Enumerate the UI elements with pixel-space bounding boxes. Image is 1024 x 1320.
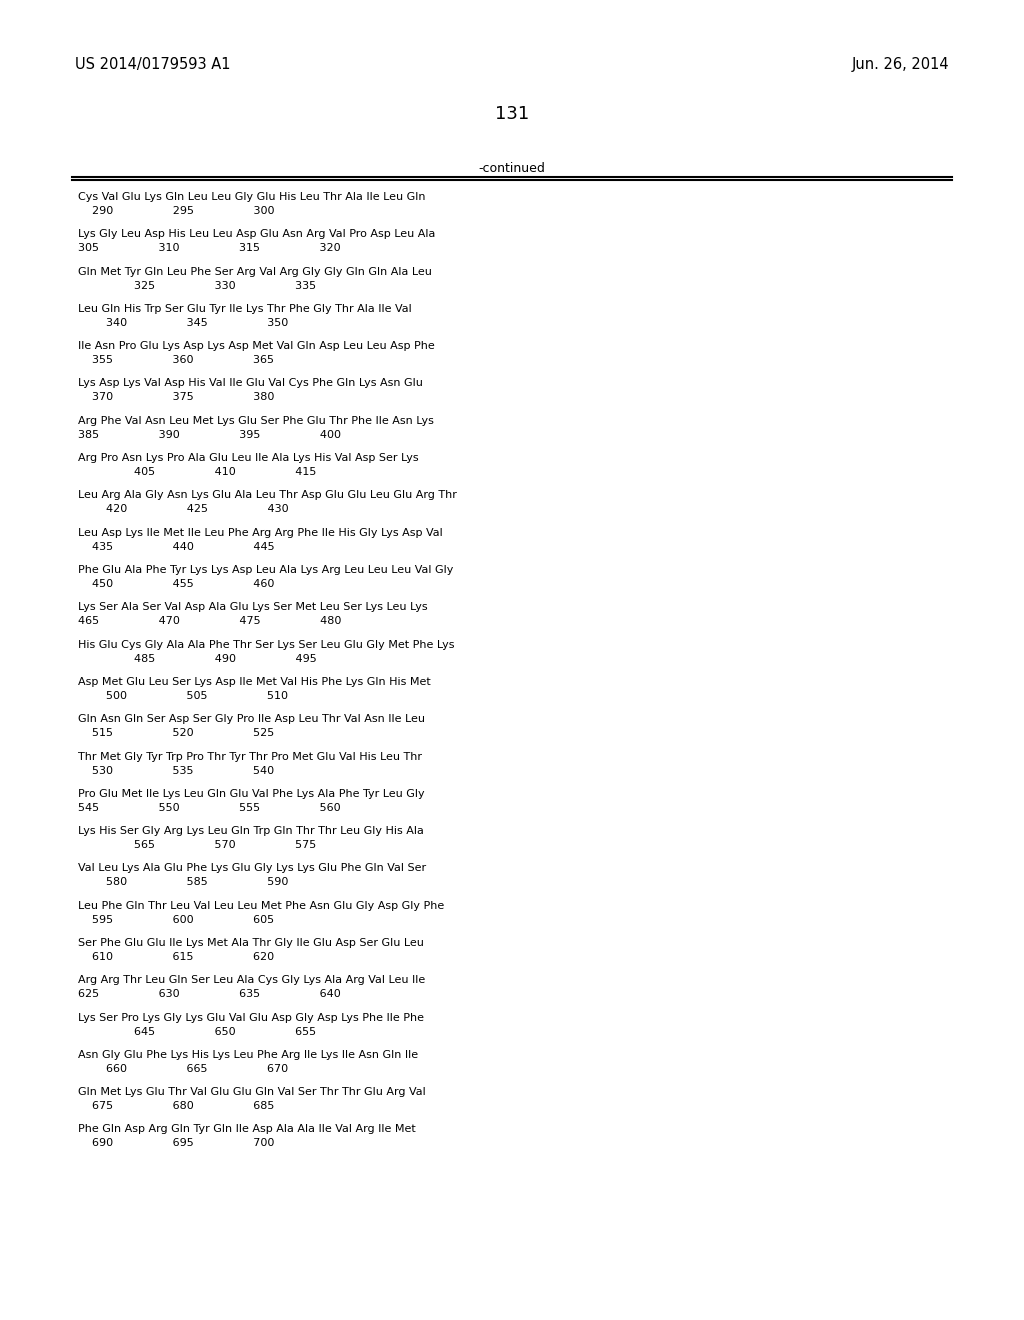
Text: 370                 375                 380: 370 375 380 — [78, 392, 274, 403]
Text: 305                 310                 315                 320: 305 310 315 320 — [78, 243, 341, 253]
Text: Leu Asp Lys Ile Met Ile Leu Phe Arg Arg Phe Ile His Gly Lys Asp Val: Leu Asp Lys Ile Met Ile Leu Phe Arg Arg … — [78, 528, 442, 537]
Text: 625                 630                 635                 640: 625 630 635 640 — [78, 989, 341, 999]
Text: Ile Asn Pro Glu Lys Asp Lys Asp Met Val Gln Asp Leu Leu Asp Phe: Ile Asn Pro Glu Lys Asp Lys Asp Met Val … — [78, 341, 435, 351]
Text: Gln Asn Gln Ser Asp Ser Gly Pro Ile Asp Leu Thr Val Asn Ile Leu: Gln Asn Gln Ser Asp Ser Gly Pro Ile Asp … — [78, 714, 425, 725]
Text: Val Leu Lys Ala Glu Phe Lys Glu Gly Lys Lys Glu Phe Gln Val Ser: Val Leu Lys Ala Glu Phe Lys Glu Gly Lys … — [78, 863, 426, 874]
Text: 595                 600                 605: 595 600 605 — [78, 915, 274, 925]
Text: 290                 295                 300: 290 295 300 — [78, 206, 274, 216]
Text: 545                 550                 555                 560: 545 550 555 560 — [78, 803, 341, 813]
Text: Gln Met Lys Glu Thr Val Glu Glu Gln Val Ser Thr Thr Glu Arg Val: Gln Met Lys Glu Thr Val Glu Glu Gln Val … — [78, 1088, 426, 1097]
Text: Asp Met Glu Leu Ser Lys Asp Ile Met Val His Phe Lys Gln His Met: Asp Met Glu Leu Ser Lys Asp Ile Met Val … — [78, 677, 431, 686]
Text: 645                 650                 655: 645 650 655 — [78, 1027, 316, 1036]
Text: Cys Val Glu Lys Gln Leu Leu Gly Glu His Leu Thr Ala Ile Leu Gln: Cys Val Glu Lys Gln Leu Leu Gly Glu His … — [78, 191, 426, 202]
Text: 515                 520                 525: 515 520 525 — [78, 729, 274, 738]
Text: Gln Met Tyr Gln Leu Phe Ser Arg Val Arg Gly Gly Gln Gln Ala Leu: Gln Met Tyr Gln Leu Phe Ser Arg Val Arg … — [78, 267, 432, 277]
Text: 420                 425                 430: 420 425 430 — [78, 504, 289, 515]
Text: 325                 330                 335: 325 330 335 — [78, 281, 316, 290]
Text: 405                 410                 415: 405 410 415 — [78, 467, 316, 477]
Text: Leu Phe Gln Thr Leu Val Leu Leu Met Phe Asn Glu Gly Asp Gly Phe: Leu Phe Gln Thr Leu Val Leu Leu Met Phe … — [78, 900, 444, 911]
Text: Leu Arg Ala Gly Asn Lys Glu Ala Leu Thr Asp Glu Glu Leu Glu Arg Thr: Leu Arg Ala Gly Asn Lys Glu Ala Leu Thr … — [78, 491, 457, 500]
Text: His Glu Cys Gly Ala Ala Phe Thr Ser Lys Ser Leu Glu Gly Met Phe Lys: His Glu Cys Gly Ala Ala Phe Thr Ser Lys … — [78, 640, 455, 649]
Text: 690                 695                 700: 690 695 700 — [78, 1138, 274, 1148]
Text: 131: 131 — [495, 106, 529, 123]
Text: Ser Phe Glu Glu Ile Lys Met Ala Thr Gly Ile Glu Asp Ser Glu Leu: Ser Phe Glu Glu Ile Lys Met Ala Thr Gly … — [78, 939, 424, 948]
Text: Lys Asp Lys Val Asp His Val Ile Glu Val Cys Phe Gln Lys Asn Glu: Lys Asp Lys Val Asp His Val Ile Glu Val … — [78, 379, 423, 388]
Text: 485                 490                 495: 485 490 495 — [78, 653, 316, 664]
Text: 385                 390                 395                 400: 385 390 395 400 — [78, 430, 341, 440]
Text: Phe Glu Ala Phe Tyr Lys Lys Asp Leu Ala Lys Arg Leu Leu Leu Val Gly: Phe Glu Ala Phe Tyr Lys Lys Asp Leu Ala … — [78, 565, 454, 576]
Text: Arg Phe Val Asn Leu Met Lys Glu Ser Phe Glu Thr Phe Ile Asn Lys: Arg Phe Val Asn Leu Met Lys Glu Ser Phe … — [78, 416, 434, 426]
Text: Leu Gln His Trp Ser Glu Tyr Ile Lys Thr Phe Gly Thr Ala Ile Val: Leu Gln His Trp Ser Glu Tyr Ile Lys Thr … — [78, 304, 412, 314]
Text: Arg Pro Asn Lys Pro Ala Glu Leu Ile Ala Lys His Val Asp Ser Lys: Arg Pro Asn Lys Pro Ala Glu Leu Ile Ala … — [78, 453, 419, 463]
Text: Lys Ser Pro Lys Gly Lys Glu Val Glu Asp Gly Asp Lys Phe Ile Phe: Lys Ser Pro Lys Gly Lys Glu Val Glu Asp … — [78, 1012, 424, 1023]
Text: Phe Gln Asp Arg Gln Tyr Gln Ile Asp Ala Ala Ile Val Arg Ile Met: Phe Gln Asp Arg Gln Tyr Gln Ile Asp Ala … — [78, 1125, 416, 1134]
Text: Thr Met Gly Tyr Trp Pro Thr Tyr Thr Pro Met Glu Val His Leu Thr: Thr Met Gly Tyr Trp Pro Thr Tyr Thr Pro … — [78, 751, 422, 762]
Text: 580                 585                 590: 580 585 590 — [78, 878, 289, 887]
Text: 530                 535                 540: 530 535 540 — [78, 766, 274, 776]
Text: Asn Gly Glu Phe Lys His Lys Leu Phe Arg Ile Lys Ile Asn Gln Ile: Asn Gly Glu Phe Lys His Lys Leu Phe Arg … — [78, 1049, 418, 1060]
Text: Lys Ser Ala Ser Val Asp Ala Glu Lys Ser Met Leu Ser Lys Leu Lys: Lys Ser Ala Ser Val Asp Ala Glu Lys Ser … — [78, 602, 428, 612]
Text: -continued: -continued — [478, 162, 546, 176]
Text: Pro Glu Met Ile Lys Leu Gln Glu Val Phe Lys Ala Phe Tyr Leu Gly: Pro Glu Met Ile Lys Leu Gln Glu Val Phe … — [78, 789, 425, 799]
Text: 340                 345                 350: 340 345 350 — [78, 318, 288, 327]
Text: 660                 665                 670: 660 665 670 — [78, 1064, 288, 1074]
Text: 465                 470                 475                 480: 465 470 475 480 — [78, 616, 341, 626]
Text: Arg Arg Thr Leu Gln Ser Leu Ala Cys Gly Lys Ala Arg Val Leu Ile: Arg Arg Thr Leu Gln Ser Leu Ala Cys Gly … — [78, 975, 425, 985]
Text: 565                 570                 575: 565 570 575 — [78, 840, 316, 850]
Text: 610                 615                 620: 610 615 620 — [78, 952, 274, 962]
Text: 450                 455                 460: 450 455 460 — [78, 579, 274, 589]
Text: 435                 440                 445: 435 440 445 — [78, 541, 274, 552]
Text: US 2014/0179593 A1: US 2014/0179593 A1 — [75, 57, 230, 73]
Text: Lys His Ser Gly Arg Lys Leu Gln Trp Gln Thr Thr Leu Gly His Ala: Lys His Ser Gly Arg Lys Leu Gln Trp Gln … — [78, 826, 424, 836]
Text: Jun. 26, 2014: Jun. 26, 2014 — [851, 57, 949, 73]
Text: 675                 680                 685: 675 680 685 — [78, 1101, 274, 1111]
Text: 500                 505                 510: 500 505 510 — [78, 690, 288, 701]
Text: Lys Gly Leu Asp His Leu Leu Asp Glu Asn Arg Val Pro Asp Leu Ala: Lys Gly Leu Asp His Leu Leu Asp Glu Asn … — [78, 230, 435, 239]
Text: 355                 360                 365: 355 360 365 — [78, 355, 274, 366]
